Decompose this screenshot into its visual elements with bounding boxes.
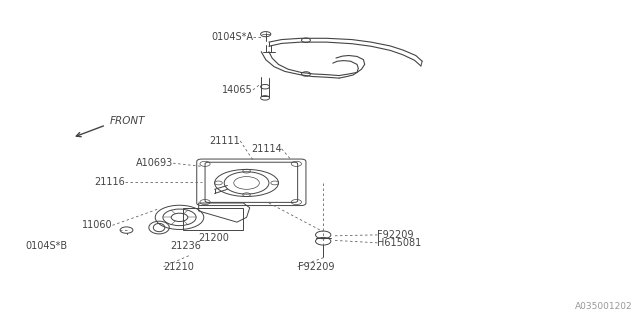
Text: F92209: F92209 [378,230,414,240]
Text: A10693: A10693 [136,158,173,168]
Text: H615081: H615081 [378,238,422,248]
Text: 21116: 21116 [95,177,125,187]
Text: 21111: 21111 [209,136,240,146]
Text: 0104S*B: 0104S*B [26,241,68,251]
Text: 21114: 21114 [251,144,282,154]
Text: FRONT: FRONT [109,116,145,125]
Text: 21200: 21200 [198,233,230,243]
Text: A035001202: A035001202 [575,302,633,311]
Text: 14065: 14065 [222,85,253,95]
Text: F92209: F92209 [298,262,334,272]
Text: 21210: 21210 [164,262,195,272]
Text: 0104S*A: 0104S*A [211,32,253,42]
Text: 11060: 11060 [82,220,113,230]
Text: 21236: 21236 [170,241,201,251]
Bar [182,208,243,230]
